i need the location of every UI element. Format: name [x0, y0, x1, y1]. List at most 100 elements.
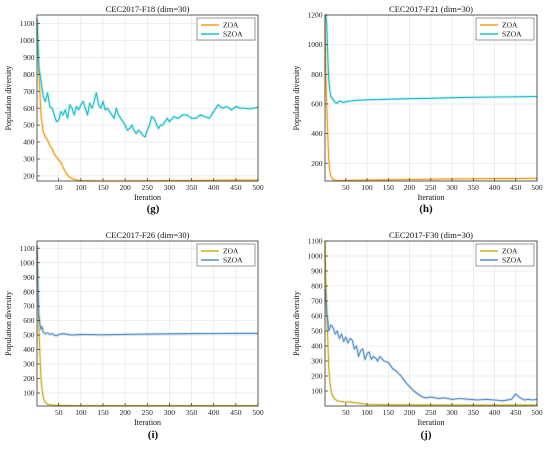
x-tick-label: 100 [361, 408, 373, 417]
x-tick-label: 500 [531, 408, 543, 417]
x-tick-label: 400 [489, 183, 501, 192]
x-tick-label: 50 [55, 408, 63, 417]
y-tick-label: 500 [23, 331, 35, 340]
x-tick-label: 400 [489, 408, 501, 417]
y-tick-label: 800 [23, 287, 35, 296]
y-tick-label: 300 [23, 155, 35, 164]
legend-label: SZOA [223, 256, 243, 265]
x-axis-label: Iteration [134, 418, 161, 427]
y-tick-label: 200 [23, 374, 35, 383]
y-tick-label: 700 [311, 297, 323, 306]
y-tick-label: 400 [23, 345, 35, 354]
y-tick-label: 1100 [20, 19, 35, 28]
y-tick-label: 500 [23, 121, 35, 130]
x-axis-label: Iteration [134, 193, 161, 202]
y-tick-label: 1000 [308, 252, 323, 261]
x-tick-label: 300 [164, 183, 176, 192]
legend-label: ZOA [223, 21, 239, 30]
x-tick-label: 450 [230, 183, 242, 192]
panel-label: (g) [147, 203, 160, 215]
y-axis-label: Population diversity [292, 66, 301, 131]
y-axis-label: Population diversity [4, 66, 13, 131]
y-tick-label: 100 [311, 387, 323, 396]
x-tick-label: 200 [404, 183, 416, 192]
y-tick-label: 200 [23, 172, 35, 181]
legend-label: SZOA [502, 30, 522, 39]
y-tick-label: 400 [23, 138, 35, 147]
y-tick-label: 1100 [308, 237, 323, 246]
y-tick-label: 900 [23, 273, 35, 282]
legend-label: ZOA [502, 247, 518, 256]
chart-title: CEC2017-F18 (dim=30) [106, 4, 190, 14]
y-tick-label: 600 [311, 100, 323, 109]
x-tick-label: 50 [342, 183, 350, 192]
y-tick-label: 1000 [20, 258, 35, 267]
x-tick-label: 300 [446, 408, 458, 417]
y-axis-label: Population diversity [292, 291, 301, 356]
x-axis-label: Iteration [417, 193, 444, 202]
legend-label: ZOA [502, 21, 518, 30]
legend-label: ZOA [223, 247, 239, 256]
y-tick-label: 900 [23, 53, 35, 62]
chart-title: CEC2017-F21 (dim=30) [389, 4, 473, 14]
x-tick-label: 150 [383, 408, 395, 417]
x-tick-label: 500 [252, 408, 264, 417]
x-tick-label: 100 [75, 408, 87, 417]
x-tick-label: 250 [142, 183, 154, 192]
x-tick-label: 100 [75, 183, 87, 192]
y-tick-label: 600 [23, 104, 35, 113]
x-tick-label: 350 [468, 183, 480, 192]
y-tick-label: 300 [23, 360, 35, 369]
y-tick-label: 400 [311, 342, 323, 351]
x-axis-label: Iteration [417, 418, 444, 427]
y-tick-label: 1000 [308, 40, 323, 49]
y-tick-label: 700 [23, 87, 35, 96]
y-tick-label: 900 [311, 267, 323, 276]
y-tick-label: 1100 [20, 244, 35, 253]
series-line-szoa [325, 14, 538, 104]
y-tick-label: 200 [311, 159, 323, 168]
y-tick-label: 200 [311, 372, 323, 381]
y-tick-label: 700 [23, 302, 35, 311]
series-line-szoa [36, 245, 258, 337]
x-tick-label: 200 [120, 408, 132, 417]
x-tick-label: 350 [186, 183, 198, 192]
legend-label: SZOA [223, 30, 243, 39]
x-tick-label: 400 [208, 183, 220, 192]
x-tick-label: 250 [425, 408, 437, 417]
y-tick-label: 800 [23, 70, 35, 79]
x-tick-label: 450 [230, 408, 242, 417]
chart-panel-3: 50 100 150 200 250 300 350 400 450 500 100 200 300 40… [4, 230, 264, 441]
y-tick-label: 600 [23, 316, 35, 325]
chart-panel-2: 50 100 150 200 250 300 350 400 450 500 200 400 600 80… [292, 4, 543, 215]
x-tick-label: 450 [510, 183, 522, 192]
x-tick-label: 300 [164, 408, 176, 417]
x-tick-label: 250 [425, 183, 437, 192]
y-tick-label: 800 [311, 70, 323, 79]
x-tick-label: 100 [361, 183, 373, 192]
y-tick-label: 500 [311, 327, 323, 336]
y-tick-label: 300 [311, 357, 323, 366]
series-line-szoa [324, 288, 538, 402]
x-tick-label: 300 [446, 183, 458, 192]
x-tick-label: 250 [142, 408, 154, 417]
x-tick-label: 150 [97, 183, 109, 192]
x-tick-label: 150 [383, 183, 395, 192]
x-tick-label: 450 [510, 408, 522, 417]
x-tick-label: 500 [531, 183, 543, 192]
legend-label: SZOA [502, 256, 522, 265]
x-tick-label: 350 [468, 408, 480, 417]
y-tick-label: 600 [311, 312, 323, 321]
x-tick-label: 500 [252, 183, 264, 192]
panel-label: (i) [148, 429, 159, 441]
panel-label: (h) [419, 203, 433, 215]
x-tick-label: 200 [120, 183, 132, 192]
y-axis-label: Population diversity [4, 291, 13, 356]
y-tick-label: 1200 [308, 11, 323, 20]
x-tick-label: 350 [186, 408, 198, 417]
